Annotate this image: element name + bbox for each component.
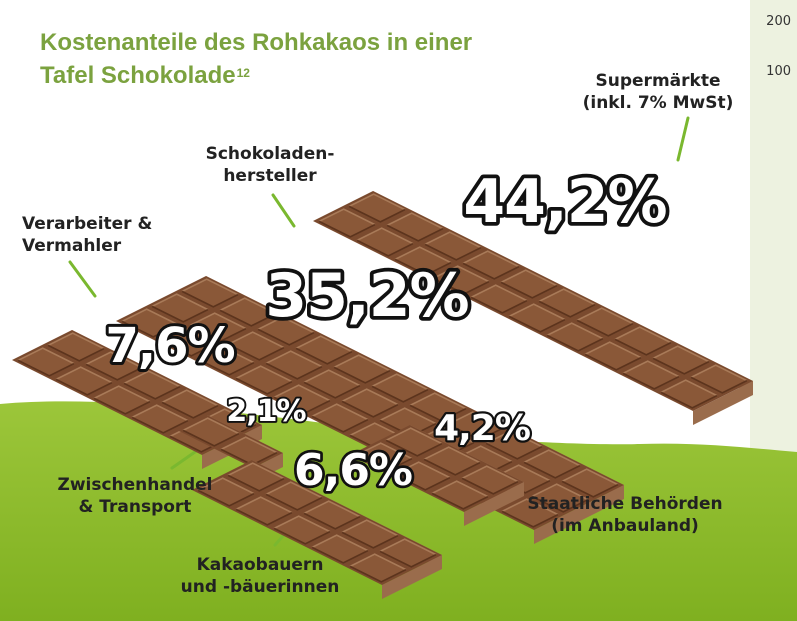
label-hersteller: Schokoladen- hersteller xyxy=(180,143,360,187)
label-hersteller-line2: hersteller xyxy=(223,166,317,186)
sidebar-strip xyxy=(750,0,797,470)
leader-verarbeiter xyxy=(68,260,97,298)
label-verarbeiter-line1: Verarbeiter & xyxy=(22,214,153,234)
piece-hersteller xyxy=(116,276,624,544)
label-behoerden: Staatliche Behörden (im Anbauland) xyxy=(505,493,745,537)
piece-supermaerkte xyxy=(313,191,753,425)
leader-hersteller xyxy=(271,193,296,228)
title-line-2-text: Tafel Schokolade xyxy=(40,62,236,89)
green-ground xyxy=(0,401,797,621)
value-kakaobauern: 6,6% xyxy=(294,445,412,496)
title-footnote: 12 xyxy=(236,66,250,80)
value-verarbeiter: 7,6% xyxy=(105,318,234,374)
label-behoerden-line1: Staatliche Behörden xyxy=(527,494,723,514)
label-kakaobauern-line1: Kakaobauern xyxy=(196,555,324,575)
label-kakaobauern: Kakaobauern und -bäuerinnen xyxy=(155,554,365,598)
piece-kakaobauern xyxy=(192,460,442,599)
value-behoerden: 4,2% xyxy=(434,408,530,449)
value-supermaerkte: 44,2% xyxy=(463,167,666,237)
label-zwischenhandel-line1: Zwischenhandel xyxy=(57,475,213,495)
label-supermaerkte-line1: Supermärkte xyxy=(595,71,721,91)
sidebar-tick-100: 100 xyxy=(766,64,791,79)
sidebar-tick-200: 200 xyxy=(766,14,791,29)
label-supermaerkte: Supermärkte (inkl. 7% MwSt) xyxy=(558,70,758,114)
piece-behoerden xyxy=(350,425,524,526)
label-verarbeiter: Verarbeiter & Vermahler xyxy=(22,213,152,257)
label-supermaerkte-line2: (inkl. 7% MwSt) xyxy=(582,93,734,113)
label-zwischenhandel: Zwischenhandel & Transport xyxy=(30,474,240,518)
label-kakaobauern-line2: und -bäuerinnen xyxy=(180,577,340,597)
label-verarbeiter-line2: Vermahler xyxy=(22,236,122,256)
value-hersteller: 35,2% xyxy=(265,261,468,331)
label-zwischenhandel-line2: & Transport xyxy=(78,497,192,517)
title-line-2: Tafel Schokolade12 xyxy=(40,59,560,92)
value-zwischenhandel: 2,1% xyxy=(226,394,306,429)
chart-title: Kostenanteile des Rohkakaos in einer Taf… xyxy=(40,26,560,92)
title-line-1: Kostenanteile des Rohkakaos in einer xyxy=(40,29,473,56)
piece-zwischenhandel xyxy=(177,415,283,482)
label-hersteller-line1: Schokoladen- xyxy=(205,144,335,164)
label-behoerden-line2: (im Anbauland) xyxy=(551,516,699,536)
leader-supermaerkte xyxy=(676,116,690,162)
